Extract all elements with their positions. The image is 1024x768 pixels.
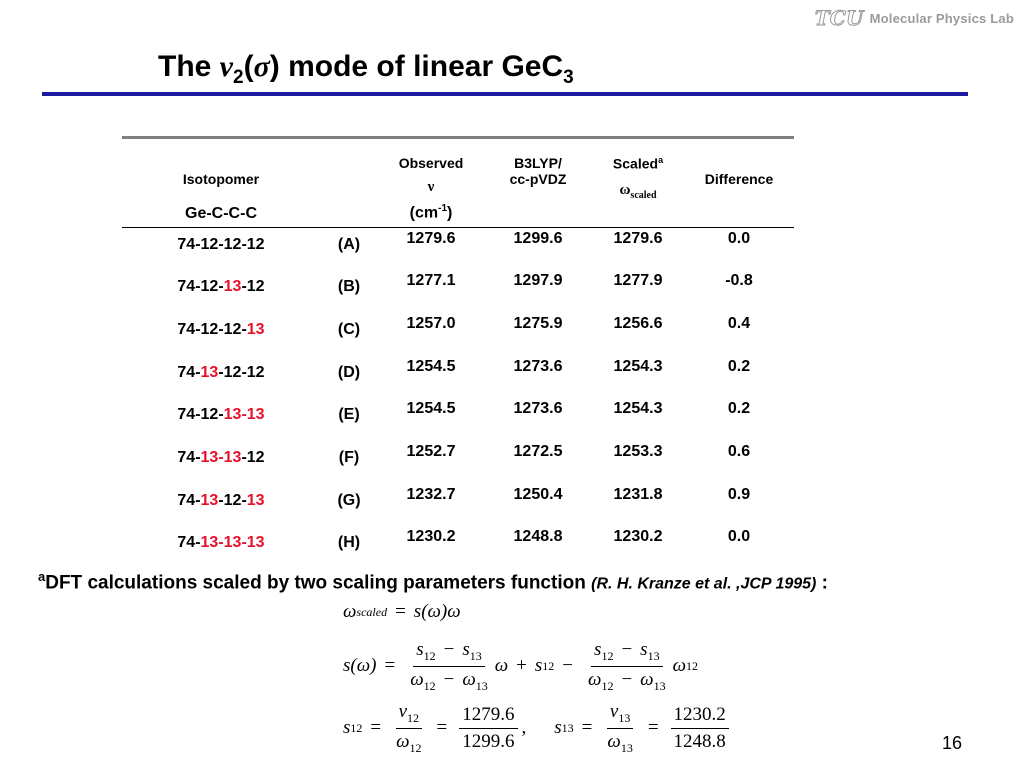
table-header-row: Isotopomer Observed ν B3LYP/ cc-pVDZ Sca…	[122, 135, 794, 201]
title-underline	[42, 92, 968, 96]
label-cell: (F)	[338, 449, 360, 467]
difference-cell: 0.0	[727, 528, 751, 546]
difference-cell: 0.2	[727, 400, 751, 418]
observed-cell: 1279.6	[406, 229, 456, 247]
isotopomer-cell: 74-12-12-12	[177, 235, 265, 253]
observed-cell: 1232.7	[406, 485, 456, 503]
header-observed: Observed ν	[378, 135, 484, 201]
table-row: 74-12-12-12 (A) 1279.6 1299.6 1279.6 0.0	[122, 227, 794, 270]
observed-cell: 1254.5	[406, 400, 456, 418]
b3lyp-cell: 1250.4	[513, 485, 563, 503]
table-row: 74-13-12-12 (D) 1254.5 1273.6 1254.3 0.2	[122, 356, 794, 399]
equation-s-of-omega: s(ω) = s12− s13 ω12− ω13 ω + s 12 − s12− s13…	[343, 639, 698, 693]
b3lyp-cell: 1299.6	[513, 229, 563, 247]
nu-symbol: ν	[427, 179, 435, 195]
header-difference: Difference	[684, 135, 794, 201]
isotopomer-cell: 74-13-12-13	[177, 491, 265, 509]
header-b3lyp: B3LYP/ cc-pVDZ	[484, 135, 592, 201]
table-subheader-row: Ge-C-C-C (cm-1)	[122, 201, 794, 227]
label-cell: (B)	[337, 278, 361, 296]
equation-omega-scaled: ω scaled = s(ω) ω	[343, 601, 461, 622]
label-cell: (D)	[337, 363, 361, 381]
label-cell: (H)	[337, 534, 361, 552]
isotopomer-cell: 74-13-13-13	[177, 534, 265, 552]
table-row: 74-12-13-12 (B) 1277.1 1297.9 1277.9 -0.8	[122, 270, 794, 313]
omega-scaled-symbol: ωscaled	[619, 181, 657, 201]
b3lyp-cell: 1273.6	[513, 357, 563, 375]
tcu-logo-icon: TCU	[814, 6, 864, 31]
observed-cell: 1252.7	[406, 443, 456, 461]
scaled-cell: 1279.6	[613, 229, 663, 247]
header-unit: (cm-1)	[409, 202, 453, 221]
header-scaled: Scaleda ωscaled	[592, 135, 684, 201]
slide-title: The ν2(σ) mode of linear GeC3	[158, 50, 574, 88]
scaled-cell: 1254.3	[613, 400, 663, 418]
difference-cell: 0.9	[727, 485, 751, 503]
frequency-table: Isotopomer Observed ν B3LYP/ cc-pVDZ Sca…	[122, 135, 794, 569]
table-body: 74-12-12-12 (A) 1279.6 1299.6 1279.6 0.0 74-12…	[122, 227, 794, 569]
b3lyp-cell: 1297.9	[513, 272, 563, 290]
scaled-cell: 1253.3	[613, 443, 663, 461]
label-cell: (A)	[337, 235, 361, 253]
difference-cell: 0.0	[727, 229, 751, 247]
lab-logo: TCU Molecular Physics Lab	[814, 6, 1014, 31]
header-structure: Ge-C-C-C	[185, 204, 257, 222]
header-isotopomer: Isotopomer	[122, 135, 320, 201]
table-row: 74-13-13-12 (F) 1252.7 1272.5 1253.3 0.6	[122, 441, 794, 484]
b3lyp-cell: 1275.9	[513, 315, 563, 333]
isotopomer-cell: 74-13-13-12	[177, 449, 265, 467]
isotopomer-cell: 74-12-12-13	[177, 321, 265, 339]
isotopomer-cell: 74-13-12-12	[177, 363, 265, 381]
scaled-cell: 1277.9	[613, 272, 663, 290]
difference-cell: 0.6	[727, 443, 751, 461]
b3lyp-cell: 1272.5	[513, 443, 563, 461]
footnote-reference: (R. H. Kranze et al. ,JCP 1995)	[591, 575, 817, 593]
table-row: 74-13-12-13 (G) 1232.7 1250.4 1231.8 0.9	[122, 484, 794, 527]
label-cell: (G)	[337, 491, 361, 509]
page-number: 16	[941, 733, 962, 753]
table-row: 74-12-13-13 (E) 1254.5 1273.6 1254.3 0.2	[122, 398, 794, 441]
difference-cell: 0.4	[727, 315, 751, 333]
equation-scaling-parameters: s 12 = ν12 ω12 = 1279.6 1299.6 , s 13 = ν1…	[343, 701, 733, 756]
b3lyp-cell: 1273.6	[513, 400, 563, 418]
scaled-cell: 1256.6	[613, 315, 663, 333]
observed-cell: 1230.2	[406, 528, 456, 546]
table-row: 74-12-12-13 (C) 1257.0 1275.9 1256.6 0.4	[122, 313, 794, 356]
observed-cell: 1254.5	[406, 357, 456, 375]
scaled-cell: 1254.3	[613, 357, 663, 375]
observed-cell: 1257.0	[406, 315, 456, 333]
scaled-cell: 1231.8	[613, 485, 663, 503]
isotopomer-cell: 74-12-13-12	[177, 278, 265, 296]
b3lyp-cell: 1248.8	[513, 528, 563, 546]
label-cell: (E)	[338, 406, 360, 424]
label-cell: (C)	[337, 321, 361, 339]
isotopomer-cell: 74-12-13-13	[177, 406, 265, 424]
scaled-cell: 1230.2	[613, 528, 663, 546]
table-row: 74-13-13-13 (H) 1230.2 1248.8 1230.2 0.0	[122, 526, 794, 569]
lab-name: Molecular Physics Lab	[869, 10, 1014, 26]
difference-cell: -0.8	[725, 272, 753, 290]
observed-cell: 1277.1	[406, 272, 456, 290]
difference-cell: 0.2	[727, 357, 751, 375]
footnote: aDFT calculations scaled by two scaling …	[38, 569, 828, 594]
